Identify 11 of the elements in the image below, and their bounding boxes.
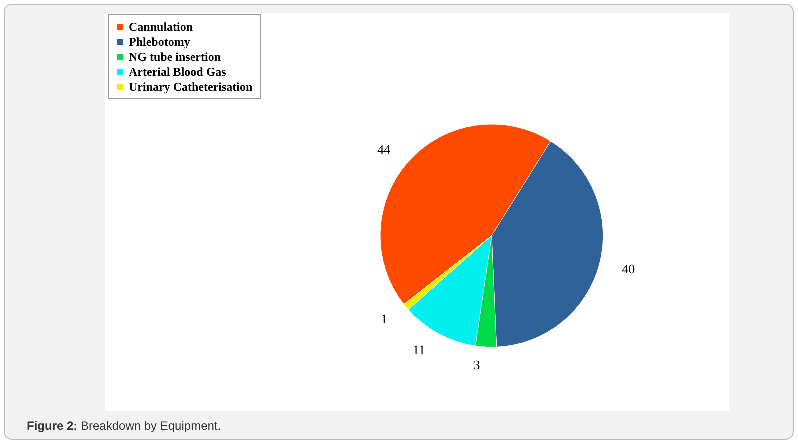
legend-label: Cannulation xyxy=(129,20,194,34)
data-label: 1 xyxy=(380,311,388,326)
legend-label: Phlebotomy xyxy=(129,35,190,49)
caption: Figure 2: Breakdown by Equipment. xyxy=(27,419,222,433)
data-label: 40 xyxy=(622,261,636,276)
legend-label: NG tube insertion xyxy=(129,50,222,64)
legend-label: Arterial Blood Gas xyxy=(129,65,227,79)
legend-label: Urinary Catheterisation xyxy=(129,80,253,94)
data-label: 3 xyxy=(474,358,480,373)
data-label: 44 xyxy=(378,142,392,157)
data-label: 11 xyxy=(412,342,426,358)
